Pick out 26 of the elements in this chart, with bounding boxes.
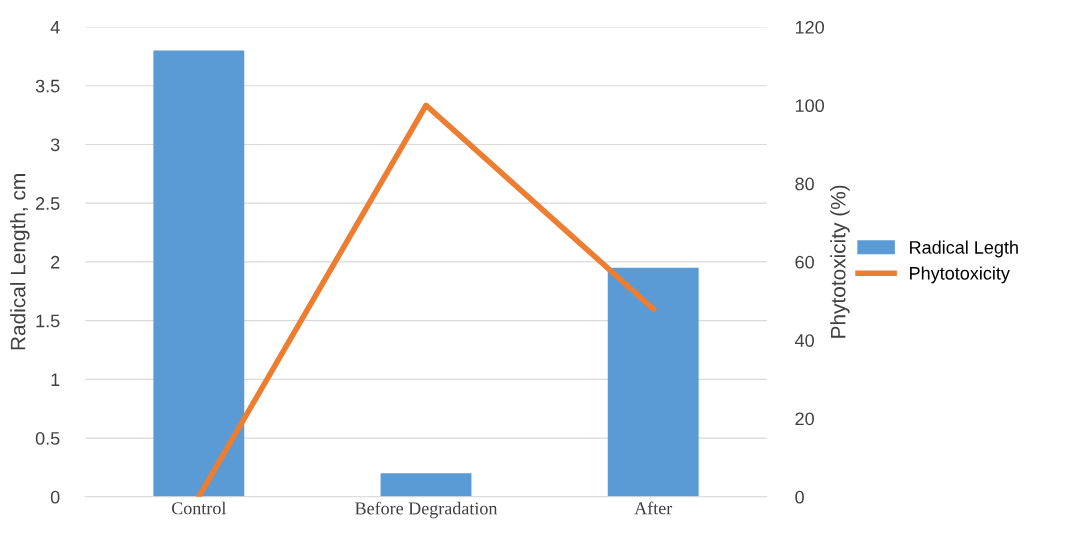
y2-tick-label: 40	[794, 334, 814, 347]
x-tick-label: After	[634, 501, 673, 515]
legend-label: Phytotoxicity	[910, 266, 1010, 284]
legend-label: Radical Legth	[910, 240, 1018, 258]
y2-tick-label: 60	[795, 255, 814, 269]
y2-tick-label: 20	[795, 412, 814, 426]
y2-tick-label: 100	[795, 99, 824, 113]
y2-tick-label: 0	[795, 490, 804, 504]
y-tick-label: 0.5	[35, 432, 60, 445]
bar	[153, 50, 245, 497]
y2-tick-label: 80	[795, 177, 814, 191]
y2-axis-title: Phytotoxicity (%)	[830, 185, 850, 338]
y2-tick-label: 120	[795, 20, 824, 34]
y-tick-label: 4	[50, 21, 60, 34]
y-tick-label: 3	[50, 138, 60, 152]
x-tick-label: Before Degradation	[355, 501, 498, 519]
bar	[380, 473, 472, 497]
y-tick-label: 0	[50, 490, 60, 504]
y-tick-label: 3.5	[35, 79, 60, 93]
y-tick-label: 2.5	[36, 197, 60, 210]
bar	[607, 267, 699, 497]
x-tick-label: Control	[171, 501, 227, 515]
y-tick-label: 1.5	[36, 314, 60, 328]
y-tick-label: 2	[51, 255, 60, 269]
y-axis-title: Radical Length, cm	[10, 174, 30, 350]
y-tick-label: 1	[51, 373, 60, 386]
